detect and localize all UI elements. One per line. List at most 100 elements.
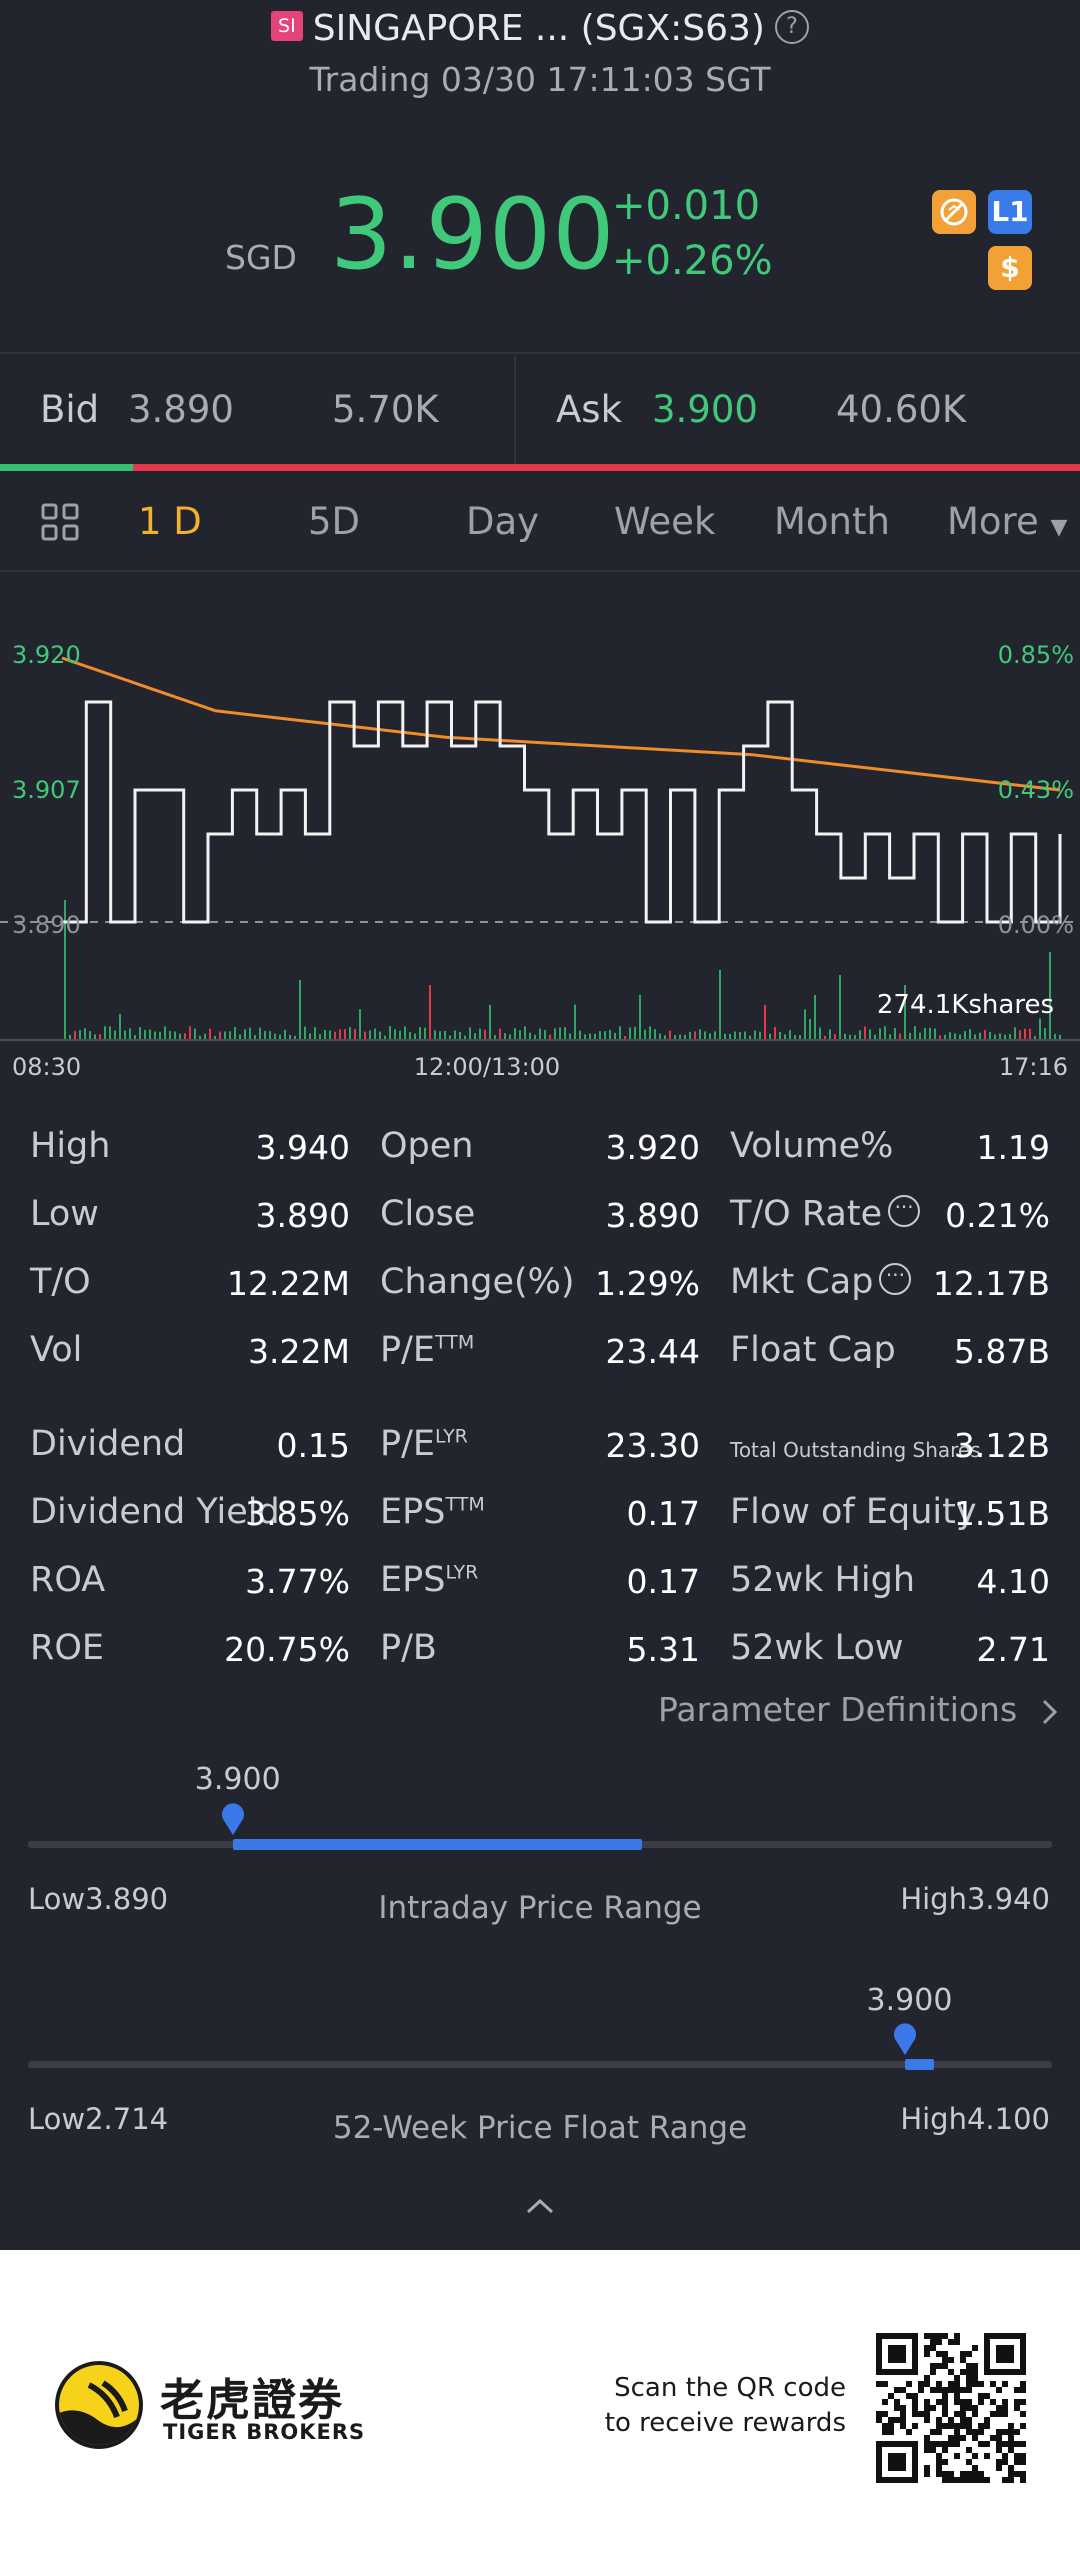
tab-week[interactable]: Week xyxy=(614,500,716,543)
stat-label-text: EPS xyxy=(380,1560,446,1600)
volume-bar xyxy=(209,1028,211,1040)
stat-label: Close xyxy=(380,1194,475,1234)
parameter-definitions-label: Parameter Definitions xyxy=(658,1690,1018,1729)
intraday-chart[interactable]: 3.920 3.907 3.890 0.85% 0.43% 0.00% 274.… xyxy=(0,600,1080,1080)
tab-1d[interactable]: 1 D xyxy=(138,500,202,543)
help-icon[interactable]: ? xyxy=(774,10,809,44)
week52-marker-icon xyxy=(893,2023,916,2055)
stat-value: 0.17 xyxy=(626,1494,700,1533)
volume-bar xyxy=(719,970,721,1040)
stat-label-text: 52wk Low xyxy=(730,1628,904,1668)
caret-down-icon: ▼ xyxy=(1050,515,1068,540)
layout-grid-icon[interactable] xyxy=(40,502,80,542)
volume-bar xyxy=(129,1028,131,1040)
volume-bar xyxy=(449,1035,451,1040)
stat-label-text: Vol xyxy=(30,1330,83,1370)
dollar-badge[interactable]: $ xyxy=(988,246,1032,290)
tab-more[interactable]: More ▼ xyxy=(947,500,1067,543)
stat-label-superscript: TTM xyxy=(435,1331,475,1354)
stat-value: 0.17 xyxy=(626,1562,700,1601)
volume-bar xyxy=(439,1031,441,1040)
stat-label: Mkt Cap ··· xyxy=(730,1262,912,1302)
volume-bar xyxy=(164,1026,166,1040)
no-short-icon[interactable] xyxy=(932,190,976,234)
volume-bar xyxy=(979,1032,981,1040)
volume-bar xyxy=(284,1029,286,1040)
divider xyxy=(0,570,1080,572)
volume-bar xyxy=(94,1034,96,1040)
parameter-definitions-link[interactable]: Parameter Definitions xyxy=(658,1690,1060,1729)
volume-bar xyxy=(849,1034,851,1040)
volume-bar xyxy=(894,1028,896,1040)
volume-bar xyxy=(354,1028,356,1040)
stock-title[interactable]: SI SINGAPORE ... (SGX:S63)? xyxy=(0,8,1080,49)
collapse-chevron-up-icon[interactable] xyxy=(520,2190,560,2220)
stat-label: Dividend Yield xyxy=(30,1492,280,1532)
stat-label-text: P/E xyxy=(380,1330,436,1370)
volume-bar xyxy=(624,1035,626,1040)
qr-code-icon xyxy=(876,2333,1026,2483)
y-right-mid: 0.43% xyxy=(998,776,1074,804)
stat-label-superscript: TTM xyxy=(445,1493,485,1516)
week52-current-price: 3.900 xyxy=(866,1983,953,2018)
volume-bar xyxy=(134,1035,136,1040)
volume-bar xyxy=(794,1035,796,1040)
volume-bar xyxy=(749,1035,751,1040)
info-dots-icon[interactable]: ··· xyxy=(879,1263,912,1295)
level1-badge[interactable]: L1 xyxy=(988,190,1032,234)
volume-bar xyxy=(814,995,816,1040)
volume-bar xyxy=(939,1035,941,1040)
volume-bar xyxy=(1044,1028,1046,1040)
week52-range-fill xyxy=(904,2059,935,2070)
stat-label: EPSLYR xyxy=(380,1560,478,1600)
tab-month[interactable]: Month xyxy=(774,500,890,543)
stat-label-text: Close xyxy=(380,1194,476,1234)
volume-bar xyxy=(224,1031,226,1040)
volume-bar xyxy=(389,1026,391,1040)
volume-bar xyxy=(994,1034,996,1040)
volume-bar xyxy=(309,1033,311,1040)
volume-bar xyxy=(64,900,66,1040)
trading-status: Trading 03/30 17:11:03 SGT xyxy=(309,60,771,99)
volume-bar xyxy=(614,1032,616,1040)
volume-bar xyxy=(919,1032,921,1040)
volume-bar xyxy=(934,1028,936,1040)
volume-bar xyxy=(734,1031,736,1040)
week52-high: High4.100 xyxy=(900,2102,1050,2136)
volume-bar xyxy=(154,1031,156,1040)
info-dots-icon[interactable]: ··· xyxy=(888,1195,921,1227)
x-label-start: 08:30 xyxy=(12,1053,81,1080)
tab-day[interactable]: Day xyxy=(466,500,540,543)
stat-value: 20.75% xyxy=(224,1630,350,1669)
volume-bar xyxy=(564,1027,566,1040)
volume-bar xyxy=(409,1032,411,1040)
volume-bar xyxy=(729,1033,731,1040)
stat-label-text: ROA xyxy=(30,1560,106,1600)
volume-bar xyxy=(494,1035,496,1040)
volume-bar xyxy=(149,1029,151,1040)
stat-label-text: Low xyxy=(30,1194,99,1234)
tab-5d[interactable]: 5D xyxy=(308,500,361,543)
stat-label-text: Dividend xyxy=(30,1424,186,1464)
volume-bar xyxy=(1024,1028,1026,1040)
tiger-logo-icon xyxy=(55,2361,143,2449)
stat-label-text: Dividend Yield xyxy=(30,1492,280,1532)
volume-bar xyxy=(404,1026,406,1040)
volume-bar xyxy=(774,1026,776,1040)
volume-bar xyxy=(539,1028,541,1040)
bid-price: 3.890 xyxy=(128,388,234,431)
volume-bar xyxy=(269,1031,271,1040)
volume-bar xyxy=(984,1029,986,1040)
volume-bar xyxy=(914,1026,916,1040)
volume-bar xyxy=(1014,1027,1016,1040)
volume-bar xyxy=(744,1031,746,1040)
volume-bar xyxy=(534,1034,536,1040)
ask-price: 3.900 xyxy=(652,388,758,431)
stat-value: 5.87B xyxy=(953,1332,1050,1371)
volume-bar xyxy=(674,1035,676,1040)
week52-range-title: 52-Week Price Float Range xyxy=(332,2110,748,2146)
volume-bar xyxy=(854,1035,856,1040)
volume-bar xyxy=(234,1027,236,1040)
volume-bar xyxy=(764,1005,766,1040)
volume-bar xyxy=(834,1034,836,1040)
